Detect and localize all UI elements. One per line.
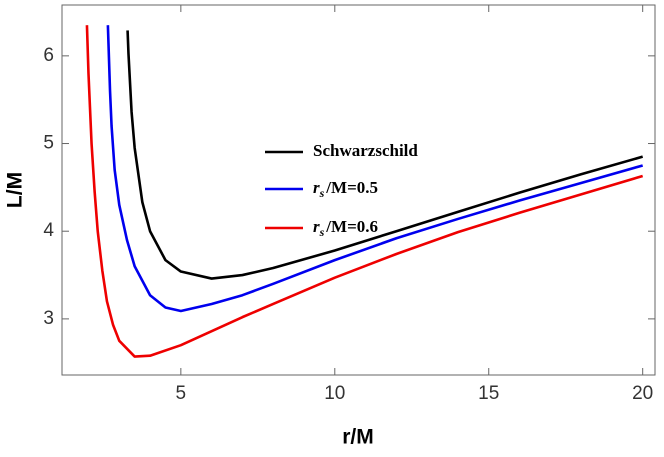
y-tick-label: 6	[43, 45, 54, 66]
y-tick-label: 3	[43, 308, 54, 329]
plot-frame	[61, 4, 656, 376]
legend-label: rs/M=0.5	[313, 178, 378, 200]
y-tick-label: 5	[43, 133, 54, 154]
y-axis-label: L/M	[4, 172, 27, 208]
series-line	[85, 25, 644, 358]
x-tick-label: 15	[478, 383, 499, 404]
series-line	[106, 25, 644, 313]
x-tick-label: 10	[324, 383, 345, 404]
series-line	[126, 30, 644, 280]
curves	[85, 25, 644, 358]
legend-label: rs/M=0.6	[313, 217, 378, 239]
x-tick-label: 20	[632, 383, 653, 404]
legend-label: Schwarzschild	[313, 141, 418, 160]
x-axis-label: r/M	[342, 426, 374, 449]
y-tick-label: 4	[43, 220, 54, 241]
x-tick-label: 5	[176, 383, 187, 404]
